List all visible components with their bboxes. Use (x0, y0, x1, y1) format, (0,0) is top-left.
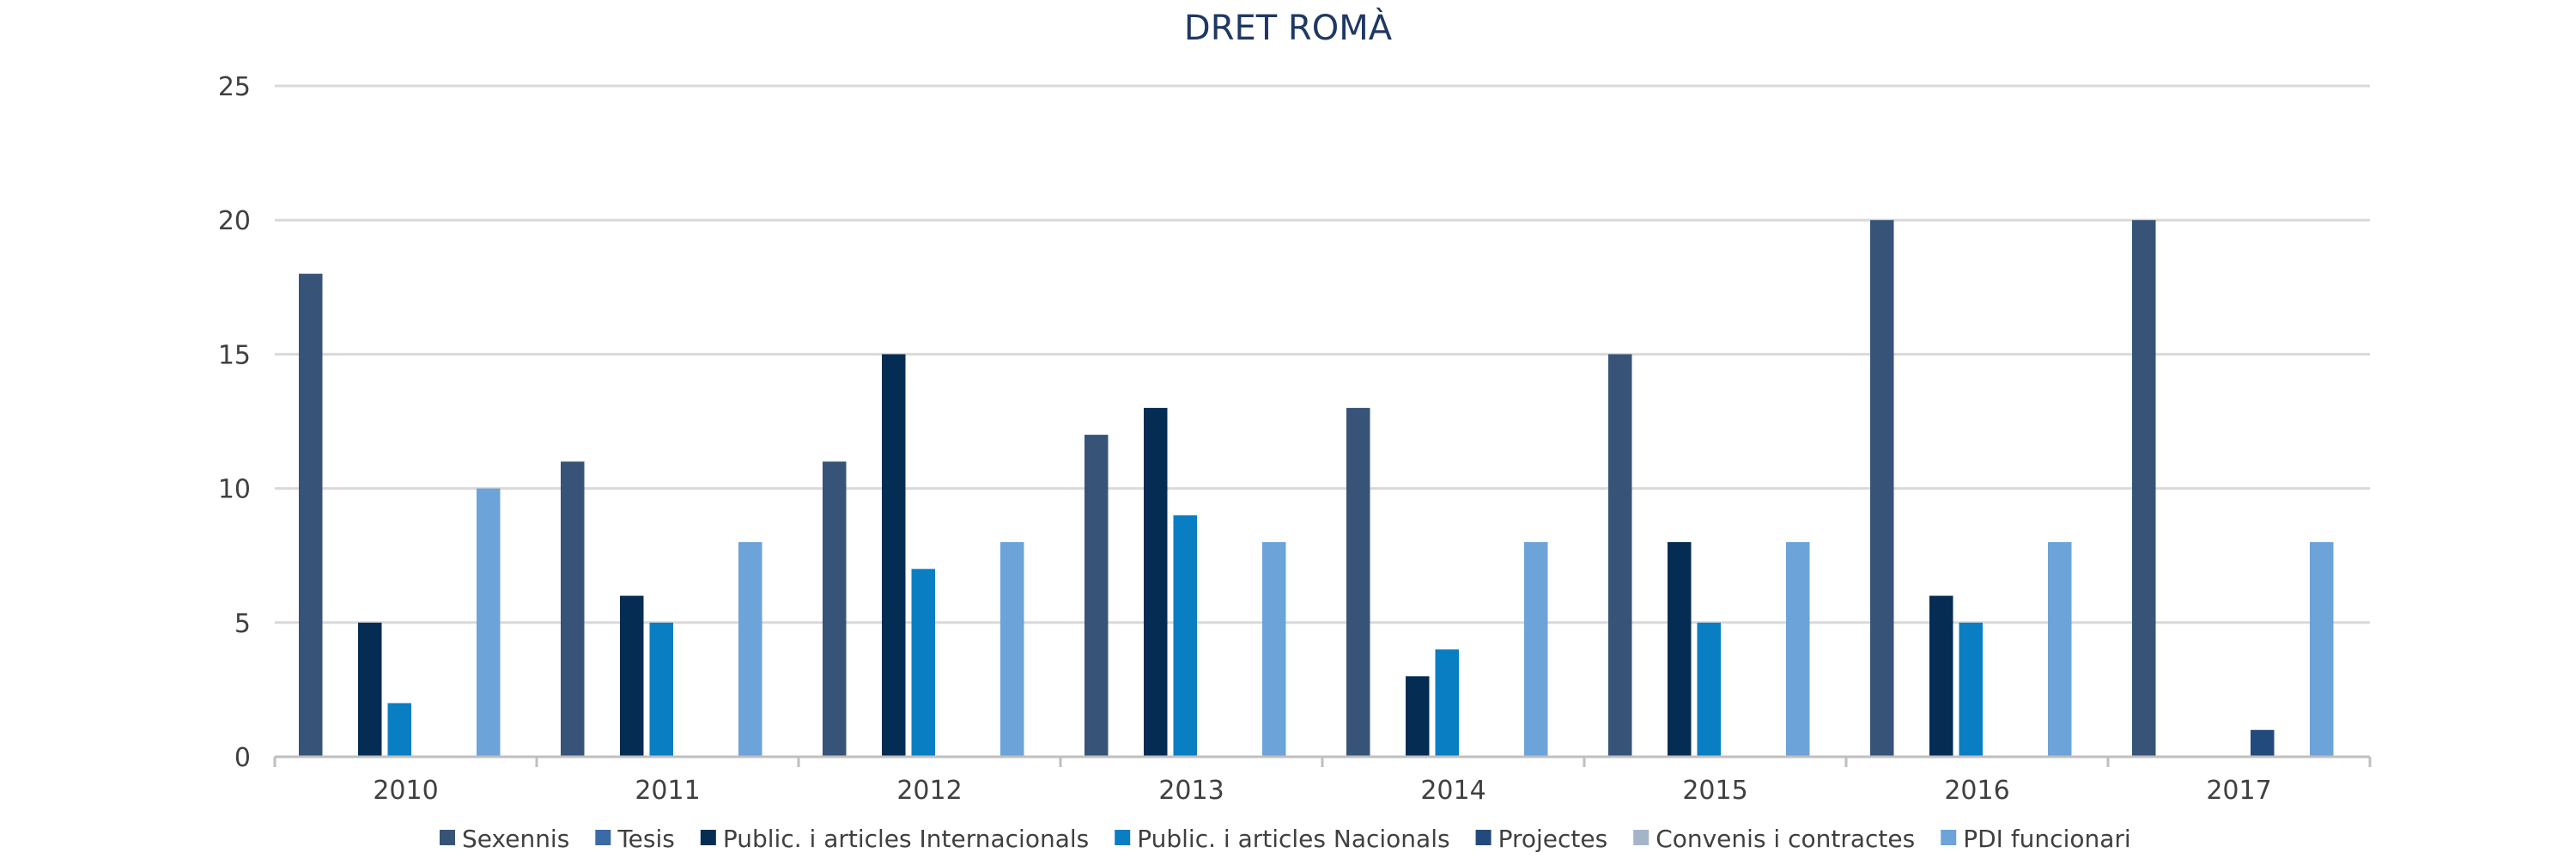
legend-label: Public. i articles Nacionals (1137, 825, 1449, 853)
legend-item-public-i-articles-nacionals: Public. i articles Nacionals (1115, 825, 1450, 853)
y-tick-label: 15 (218, 340, 251, 370)
y-tick-label: 20 (218, 206, 251, 236)
bar-public-i-articles-internacionals-2011 (620, 595, 644, 757)
bar-pdi-funcionari-2012 (1000, 542, 1024, 757)
bars (299, 220, 2334, 757)
bar-sexennis-2016 (1870, 220, 1894, 757)
bar-pdi-funcionari-2010 (477, 488, 501, 757)
legend-label: PDI funcionari (1963, 825, 2130, 853)
y-tick-label: 5 (234, 609, 251, 639)
y-tick-label: 0 (234, 743, 251, 773)
bar-public-i-articles-internacionals-2010 (358, 622, 382, 757)
legend: Sexennis Tesis Public. i articles Internac… (440, 825, 2131, 853)
bar-sexennis-2013 (1084, 435, 1109, 757)
x-tick-label: 2015 (1682, 776, 1747, 806)
legend-swatch (700, 830, 716, 845)
bar-sexennis-2015 (1608, 354, 1632, 757)
bar-public-i-articles-nacionals-2011 (649, 622, 673, 757)
chart-title: DRET ROMÀ (1184, 7, 1393, 48)
legend-swatch (1941, 830, 1957, 845)
legend-item-public-i-articles-internacionals: Public. i articles Internacionals (700, 825, 1089, 853)
bar-pdi-funcionari-2017 (2310, 542, 2334, 757)
legend-label: Sexennis (462, 825, 569, 853)
bar-sexennis-2012 (823, 461, 847, 757)
bar-public-i-articles-internacionals-2015 (1668, 542, 1692, 757)
legend-label: Projectes (1498, 825, 1608, 853)
legend-item-projectes: Projectes (1475, 825, 1608, 853)
bar-projectes-2017 (2251, 729, 2275, 757)
legend-swatch (595, 830, 611, 845)
legend-swatch (1475, 830, 1492, 845)
x-axis: 2010 2011 2012 2013 2014 2015 2016 2017 (273, 755, 2372, 806)
x-tick-label: 2011 (635, 776, 700, 806)
bar-pdi-funcionari-2014 (1524, 542, 1548, 757)
legend-item-pdi-funcionari: PDI funcionari (1941, 825, 2131, 853)
legend-swatch (1633, 830, 1649, 845)
y-tick-label: 10 (218, 475, 251, 505)
x-tick-label: 2016 (1944, 776, 2009, 806)
bar-sexennis-2017 (2132, 220, 2156, 757)
legend-item-convenis-i-contractes: Convenis i contractes (1633, 825, 1915, 853)
bar-pdi-funcionari-2011 (738, 542, 762, 757)
x-tick-label: 2014 (1420, 776, 1485, 806)
x-tick-label: 2017 (2206, 776, 2271, 806)
bar-sexennis-2011 (561, 461, 585, 757)
bar-public-i-articles-internacionals-2013 (1144, 407, 1168, 757)
x-tick-label: 2010 (373, 776, 438, 806)
bar-sexennis-2014 (1346, 407, 1370, 757)
bar-pdi-funcionari-2015 (1786, 542, 1810, 757)
legend-label: Convenis i contractes (1656, 825, 1915, 853)
bar-public-i-articles-nacionals-2010 (387, 703, 411, 757)
legend-label: Public. i articles Internacionals (723, 825, 1089, 853)
bar-public-i-articles-nacionals-2012 (911, 569, 935, 757)
bar-public-i-articles-internacionals-2014 (1406, 676, 1430, 757)
legend-swatch (1115, 830, 1131, 845)
bar-public-i-articles-internacionals-2012 (882, 354, 906, 757)
bar-pdi-funcionari-2013 (1262, 542, 1286, 757)
y-axis-ticks: 0 5 10 15 20 25 (218, 72, 251, 773)
bar-pdi-funcionari-2016 (2048, 542, 2072, 757)
x-tick-label: 2012 (896, 776, 962, 806)
bar-public-i-articles-nacionals-2013 (1173, 515, 1197, 757)
legend-label: Tesis (617, 825, 675, 853)
legend-swatch (440, 830, 455, 845)
bar-sexennis-2010 (299, 273, 323, 757)
bar-public-i-articles-nacionals-2016 (1959, 622, 1983, 757)
legend-item-sexennis: Sexennis (440, 825, 569, 853)
legend-item-tesis: Tesis (595, 825, 675, 853)
bar-public-i-articles-nacionals-2015 (1697, 622, 1721, 757)
y-tick-label: 25 (218, 72, 251, 102)
bar-public-i-articles-internacionals-2016 (1929, 595, 1953, 757)
x-tick-label: 2013 (1158, 776, 1224, 806)
bar-public-i-articles-nacionals-2014 (1435, 649, 1459, 757)
